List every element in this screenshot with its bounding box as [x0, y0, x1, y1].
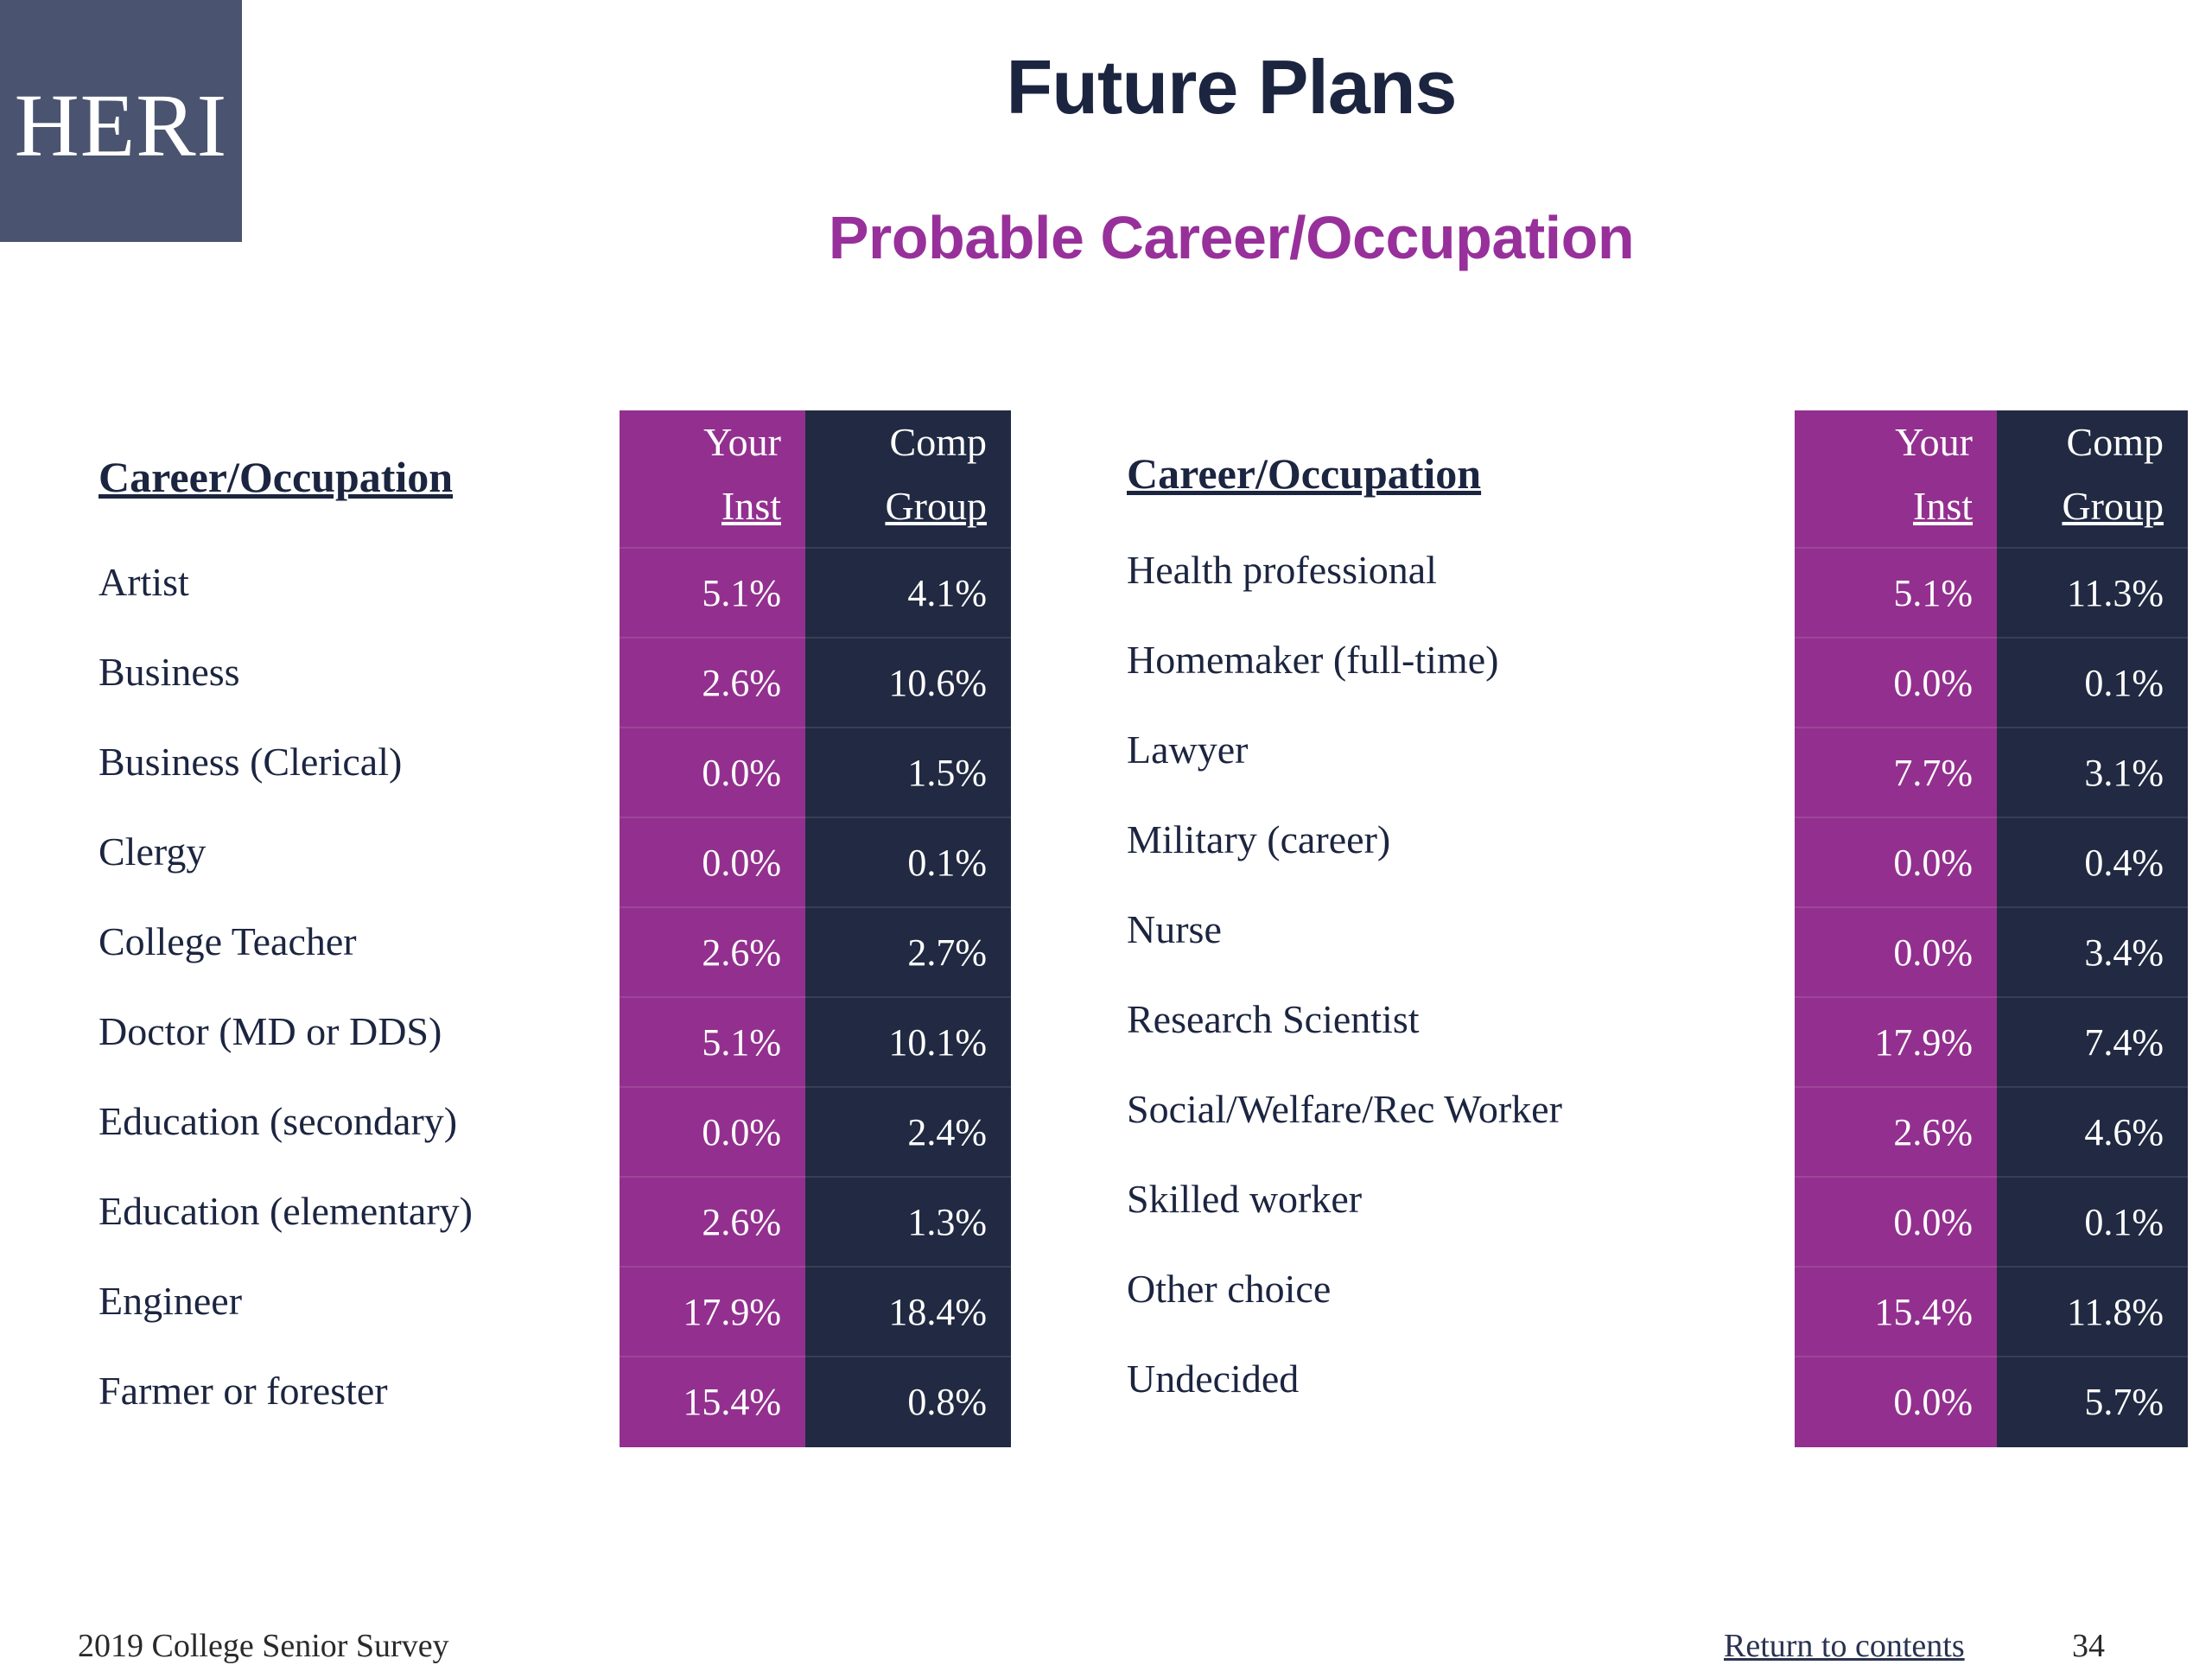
- page-title: Future Plans: [1006, 44, 1458, 130]
- page-subtitle: Probable Career/Occupation: [828, 204, 1635, 271]
- comp-value: 11.3%: [1997, 547, 2188, 637]
- comp-value: 4.1%: [805, 547, 1011, 637]
- row-label: Doctor (MD or DDS): [99, 1009, 442, 1053]
- inst-value: 2.6%: [620, 1176, 805, 1266]
- row-label: Skilled worker: [1127, 1177, 1363, 1221]
- comp-value: 4.6%: [1997, 1086, 2188, 1176]
- comp-value: 18.4%: [805, 1266, 1011, 1356]
- inst-value: 2.6%: [1795, 1086, 1997, 1176]
- row-label: Farmer or forester: [99, 1369, 388, 1413]
- inst-value: 17.9%: [1795, 996, 1997, 1086]
- inst-value: 5.1%: [620, 996, 805, 1086]
- inst-value: 15.4%: [1795, 1266, 1997, 1356]
- inst-header: Your Inst: [703, 420, 781, 528]
- inst-value: 0.0%: [1795, 817, 1997, 906]
- row-label: Education (secondary): [99, 1099, 458, 1143]
- comp-column: Comp Group 11.3% 0.1% 3.1% 0.4% 3.4% 7.4% 4.6%…: [1997, 410, 2188, 1447]
- comp-value: 0.1%: [1997, 1176, 2188, 1266]
- row-label: Military (career): [1127, 817, 1391, 861]
- row-label: Business (Clerical): [99, 740, 403, 784]
- comp-value: 5.7%: [1997, 1356, 2188, 1446]
- row-label: Research Scientist: [1127, 997, 1420, 1041]
- page-number: 34: [2072, 1628, 2105, 1664]
- comp-value: 0.4%: [1997, 817, 2188, 906]
- inst-header: Your Inst: [1895, 420, 1973, 528]
- inst-value: 15.4%: [620, 1356, 805, 1446]
- inst-value: 0.0%: [1795, 1356, 1997, 1446]
- comp-value: 11.8%: [1997, 1266, 2188, 1356]
- comp-value: 1.5%: [805, 727, 1011, 817]
- row-label: Business: [99, 650, 240, 694]
- row-label: Undecided: [1127, 1357, 1300, 1401]
- comp-header: Comp Group: [2062, 420, 2164, 528]
- logo-text: HERI: [14, 75, 228, 175]
- inst-value: 0.0%: [620, 1086, 805, 1176]
- row-label: Health professional: [1127, 548, 1437, 592]
- row-label: Lawyer: [1127, 728, 1249, 772]
- row-label: College Teacher: [99, 919, 357, 963]
- inst-value: 0.0%: [1795, 637, 1997, 727]
- comp-value: 0.1%: [1997, 637, 2188, 727]
- survey-name: 2019 College Senior Survey: [78, 1628, 449, 1664]
- row-label: Homemaker (full-time): [1127, 638, 1499, 682]
- table-label-header: Career/Occupation: [1127, 449, 1482, 498]
- inst-column: Your Inst 5.1% 2.6% 0.0% 0.0% 2.6% 5.1% 0.0% 2.…: [620, 410, 805, 1447]
- comp-value: 3.4%: [1997, 906, 2188, 996]
- comp-value: 2.4%: [805, 1086, 1011, 1176]
- inst-value: 0.0%: [620, 727, 805, 817]
- inst-value: 0.0%: [1795, 1176, 1997, 1266]
- comp-value: 7.4%: [1997, 996, 2188, 1086]
- comp-value: 3.1%: [1997, 727, 2188, 817]
- inst-value: 17.9%: [620, 1266, 805, 1356]
- inst-value: 0.0%: [1795, 906, 1997, 996]
- row-label: Engineer: [99, 1279, 243, 1323]
- table-label-header: Career/Occupation: [99, 453, 454, 501]
- inst-value: 7.7%: [1795, 727, 1997, 817]
- row-label: Other choice: [1127, 1267, 1332, 1311]
- row-label: Nurse: [1127, 907, 1222, 951]
- comp-value: 0.8%: [805, 1356, 1011, 1446]
- inst-value: 5.1%: [620, 547, 805, 637]
- row-label: Education (elementary): [99, 1189, 473, 1233]
- comp-value: 10.1%: [805, 996, 1011, 1086]
- comp-column: Comp Group 4.1% 10.6% 1.5% 0.1% 2.7% 10.1% 2.4…: [805, 410, 1011, 1447]
- comp-value: 0.1%: [805, 817, 1011, 906]
- comp-value: 10.6%: [805, 637, 1011, 727]
- inst-value: 2.6%: [620, 637, 805, 727]
- inst-value: 2.6%: [620, 906, 805, 996]
- inst-value: 5.1%: [1795, 547, 1997, 637]
- inst-column: Your Inst 5.1% 0.0% 7.7% 0.0% 0.0% 17.9% 2.6% 0…: [1795, 410, 1997, 1447]
- return-to-contents-link[interactable]: Return to contents: [1724, 1628, 1965, 1664]
- comp-header: Comp Group: [885, 420, 987, 528]
- row-label: Artist: [99, 560, 189, 604]
- heri-logo: HERI: [0, 0, 242, 242]
- comp-value: 1.3%: [805, 1176, 1011, 1266]
- row-label: Social/Welfare/Rec Worker: [1127, 1087, 1562, 1131]
- comp-value: 2.7%: [805, 906, 1011, 996]
- inst-value: 0.0%: [620, 817, 805, 906]
- row-label: Clergy: [99, 829, 207, 874]
